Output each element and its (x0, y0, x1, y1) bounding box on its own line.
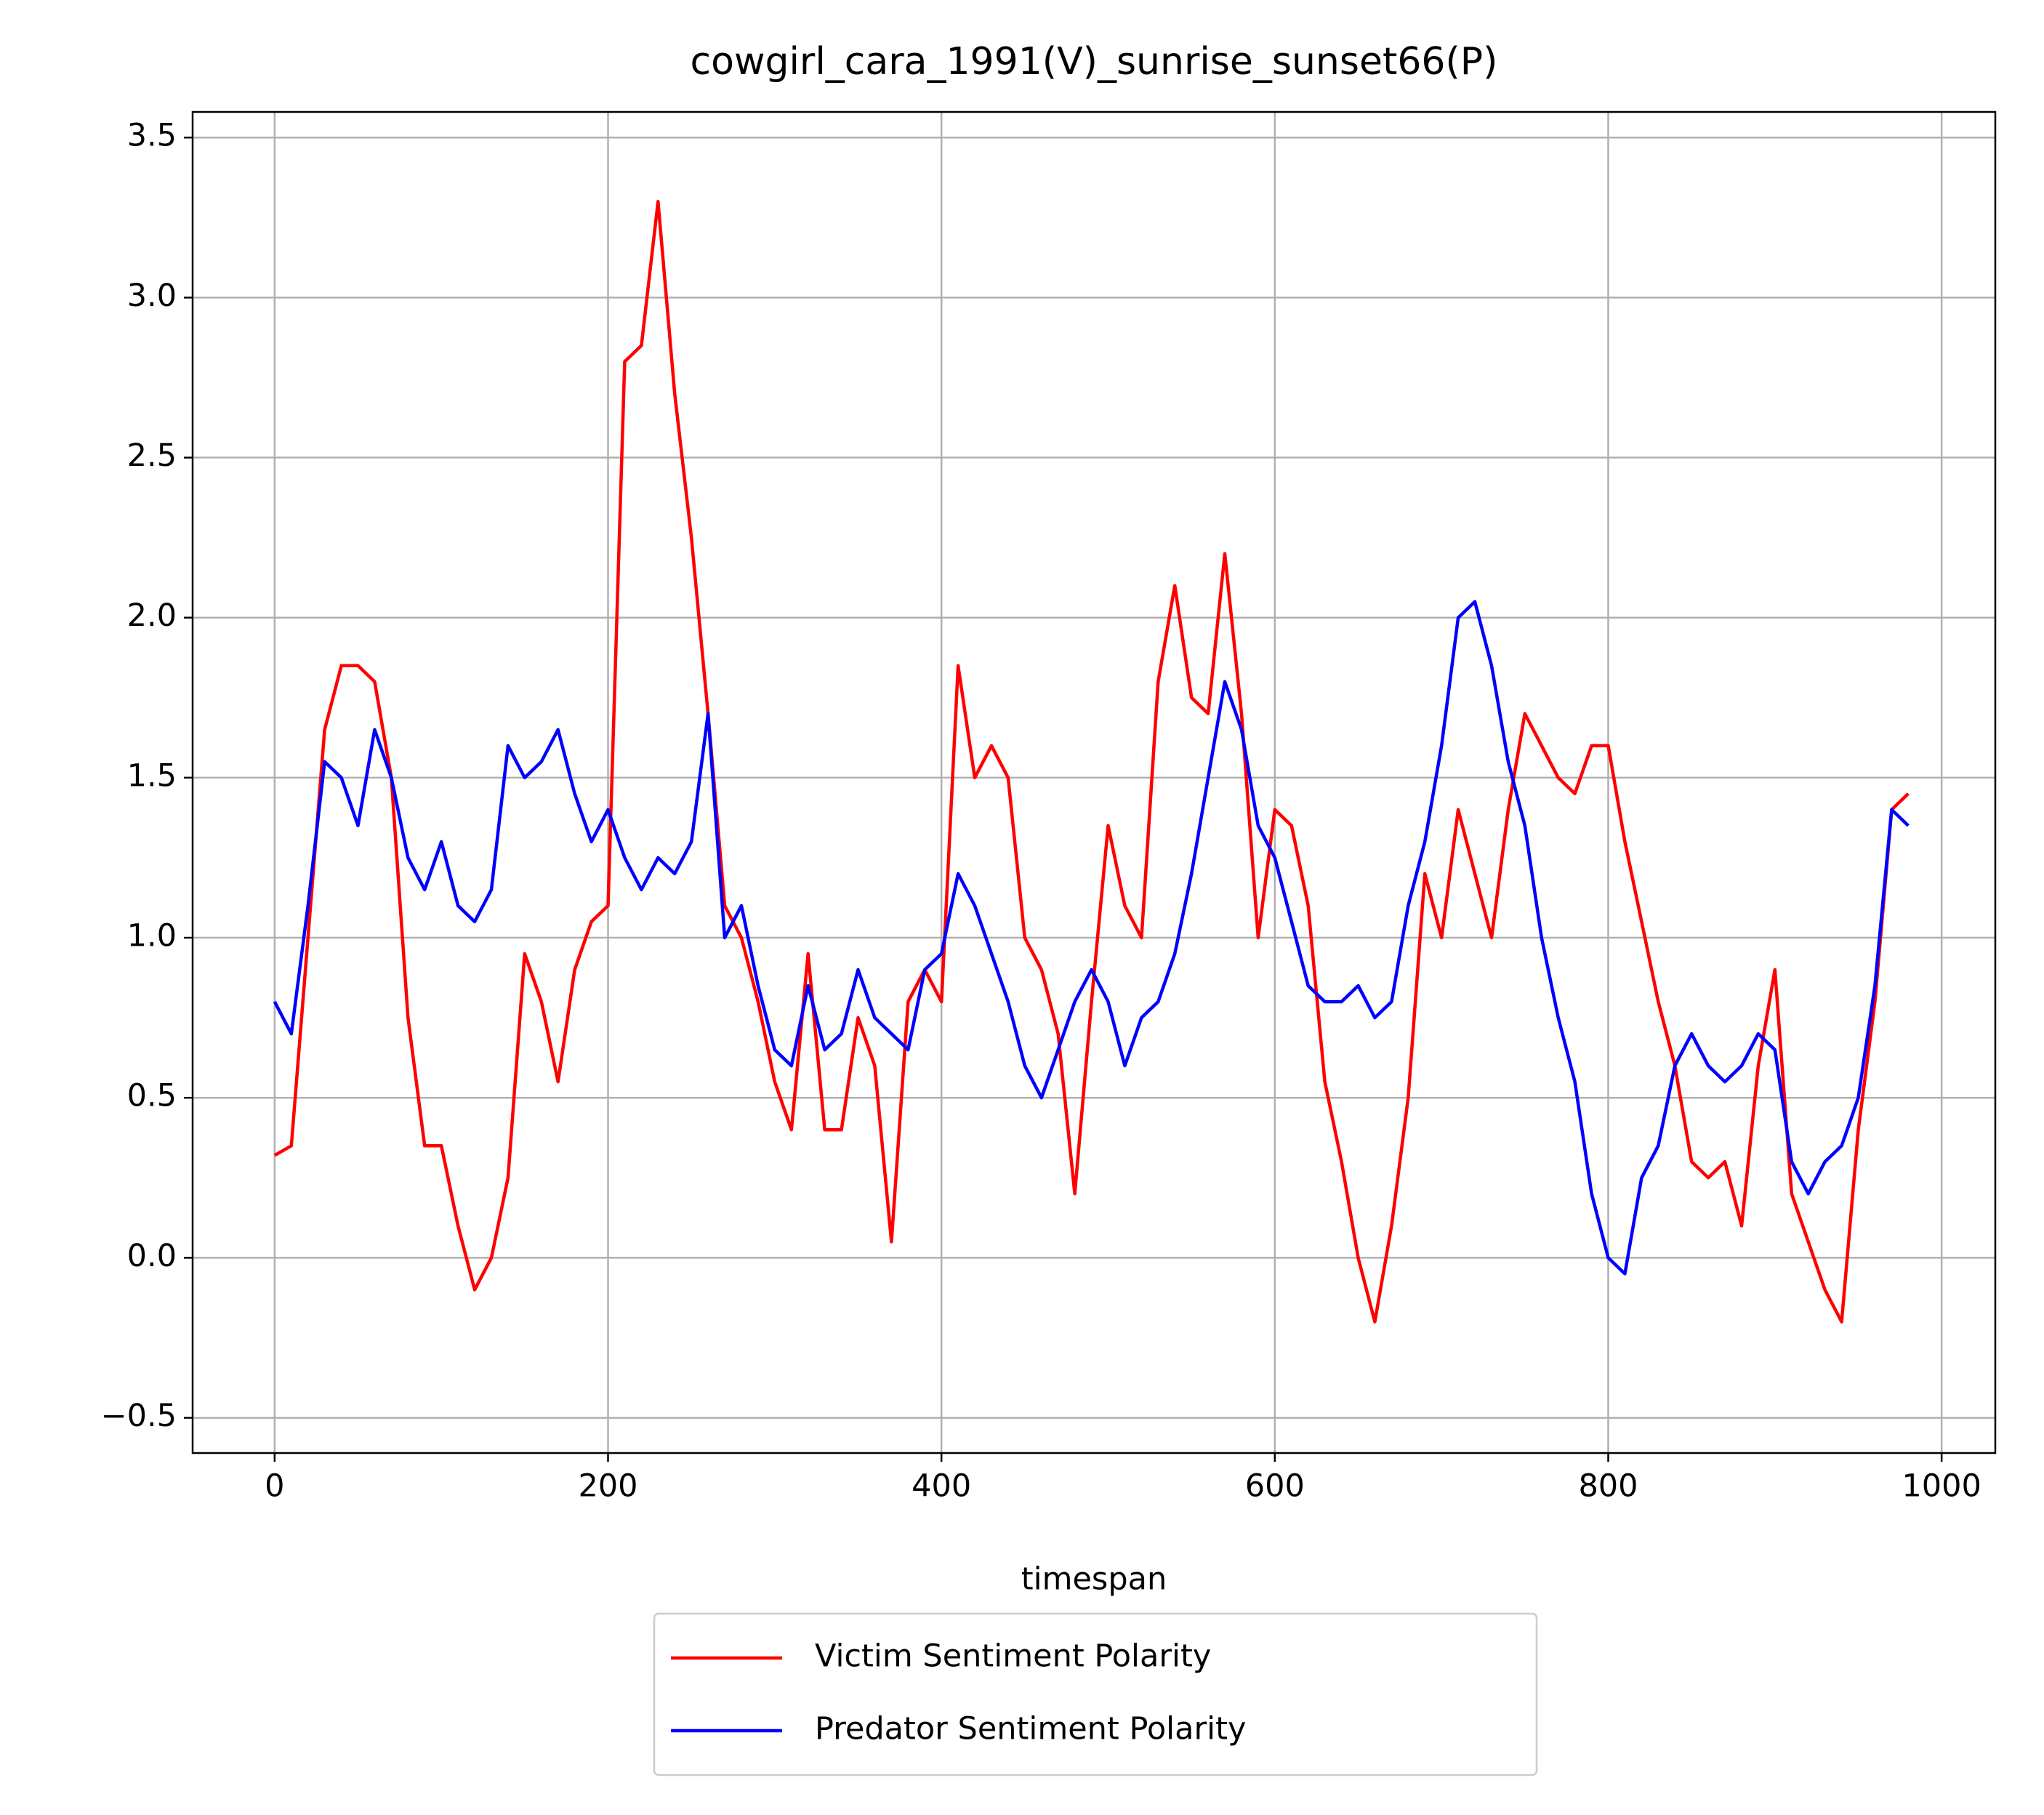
y-tick-label: −0.5 (101, 1398, 177, 1434)
y-tick-label: 1.0 (127, 918, 177, 954)
legend-label: Victim Sentiment Polarity (815, 1638, 1211, 1675)
y-tick-label: 2.0 (127, 597, 177, 634)
y-tick-label: 0.5 (127, 1078, 177, 1114)
y-tick-label: 3.5 (127, 118, 177, 154)
x-tick-label: 600 (1245, 1468, 1305, 1505)
y-tick-label: 1.5 (127, 757, 177, 794)
chart-title: cowgirl_cara_1991(V)_sunrise_sunset66(P) (691, 40, 1498, 84)
x-tick-label: 0 (265, 1468, 284, 1505)
legend-box (653, 1612, 1538, 1776)
x-axis-label: timespan (1021, 1561, 1167, 1598)
legend-label: Predator Sentiment Polarity (815, 1711, 1246, 1747)
x-tick-label: 400 (912, 1468, 971, 1505)
x-tick-label: 800 (1578, 1468, 1638, 1505)
y-tick-label: 0.0 (127, 1238, 177, 1274)
y-tick-label: 2.5 (127, 438, 177, 474)
series-line (273, 600, 1910, 1276)
x-tick-label: 200 (578, 1468, 637, 1505)
x-tick-label: 1000 (1902, 1468, 1981, 1505)
y-tick-label: 3.0 (127, 278, 177, 314)
series-line (273, 200, 1910, 1324)
plot-frame (191, 110, 1997, 1454)
